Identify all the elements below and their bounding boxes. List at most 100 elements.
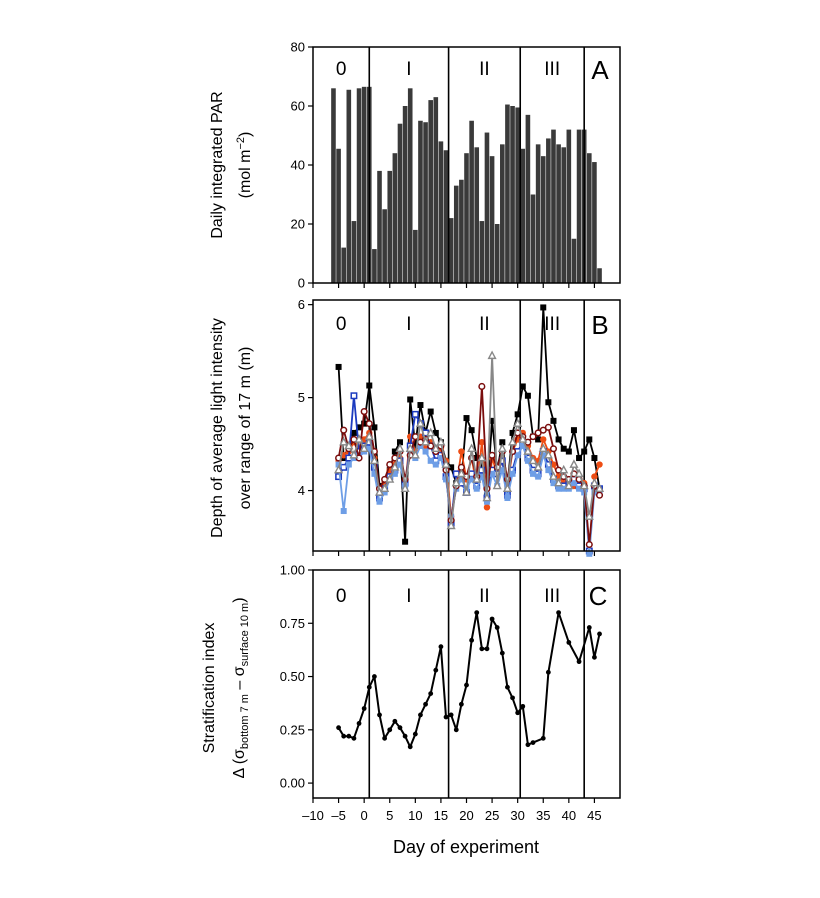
data-point (422, 448, 429, 455)
par-bar (361, 86, 367, 283)
panel-b-y-axis: 4 5 6 (298, 297, 313, 498)
par-bar (372, 249, 377, 283)
par-bar (407, 88, 413, 283)
light-depth-series (334, 304, 605, 557)
data-point (417, 442, 424, 449)
par-bar (530, 194, 536, 283)
phase-label: I (406, 314, 411, 335)
par-bar (515, 107, 520, 283)
data-point (539, 426, 547, 434)
phase-label: I (406, 59, 411, 80)
data-point (433, 667, 439, 673)
panel-c-phase-labels: 0 I II III (336, 586, 560, 607)
data-point (528, 455, 538, 465)
par-bar (341, 247, 347, 283)
data-point (427, 408, 434, 415)
x-tick-label: 20 (459, 808, 473, 823)
data-point (545, 399, 552, 406)
par-bar (351, 221, 357, 283)
y-tick-label: 0 (298, 276, 305, 291)
panel-a-y-label: Daily integrated PAR (mol m−2) (209, 91, 254, 238)
data-point (524, 457, 531, 464)
data-point (545, 669, 551, 675)
par-bar (505, 104, 510, 284)
data-series (334, 350, 605, 530)
data-point (411, 410, 419, 418)
data-point (349, 449, 359, 459)
data-point (441, 459, 451, 468)
data-point (335, 363, 342, 370)
data-point (402, 733, 408, 739)
y-tick-label: 1.00 (280, 563, 305, 578)
data-point (386, 460, 394, 469)
par-bar (453, 185, 459, 283)
x-tick-label: 45 (587, 808, 601, 823)
panel-c-stratification-chart: 0.00 0.25 0.50 0.75 1.00 –10 –5 0 5 10 15 20 25 30 35… (201, 563, 621, 857)
data-point (360, 408, 368, 416)
par-bar (464, 153, 469, 283)
data-point (472, 474, 482, 483)
data-point (499, 439, 506, 446)
data-point (372, 674, 377, 679)
data-point (335, 461, 342, 468)
data-point (518, 434, 528, 443)
data-point (428, 691, 434, 696)
data-point (586, 625, 592, 630)
data-point (407, 396, 414, 403)
data-point (564, 480, 574, 490)
data-point (402, 538, 409, 545)
data-point (545, 467, 552, 474)
data-point (595, 491, 604, 499)
phase-lines (368, 300, 585, 551)
phase-label: II (479, 59, 490, 80)
data-point (574, 468, 584, 478)
data-point (544, 423, 552, 431)
data-point (560, 445, 567, 452)
par-bar (382, 209, 387, 283)
par-bar (520, 148, 526, 283)
x-tick-label: 35 (536, 808, 550, 823)
par-bar (561, 147, 567, 283)
par-bar (433, 97, 439, 284)
phase-label: III (544, 314, 560, 335)
par-bar (597, 268, 602, 283)
data-point (570, 480, 577, 487)
y-tick-label: 20 (291, 217, 305, 232)
data-point (431, 443, 441, 453)
panel-b-x-ticks (312, 551, 596, 556)
par-bar (387, 170, 393, 283)
data-point (489, 417, 496, 424)
par-bar (556, 144, 561, 283)
data-point (467, 443, 477, 453)
data-point (586, 550, 593, 557)
data-point (524, 392, 531, 399)
x-axis-label: Day of experiment (393, 837, 539, 857)
data-point (589, 477, 599, 487)
data-point (446, 520, 456, 530)
x-tick-label: –10 (302, 808, 324, 823)
data-point (359, 443, 369, 453)
data-point (438, 644, 444, 650)
data-point (396, 439, 403, 446)
data-point (356, 721, 362, 726)
data-point (519, 442, 526, 449)
data-point (366, 445, 373, 452)
y-tick-label: 0.75 (280, 616, 305, 631)
data-point (426, 427, 436, 437)
data-series (335, 304, 603, 545)
data-point (366, 382, 373, 389)
y-tick-label: 60 (291, 99, 305, 114)
data-point (581, 448, 588, 455)
data-point (381, 489, 388, 496)
data-point (550, 480, 557, 487)
par-bar (443, 150, 449, 283)
data-point (591, 455, 598, 462)
data-point (464, 682, 469, 688)
x-tick-label: 10 (408, 808, 422, 823)
data-point (354, 434, 364, 443)
data-point (540, 436, 547, 443)
data-point (427, 457, 434, 464)
data-point (592, 654, 597, 660)
y-tick-label: 0.00 (280, 776, 305, 791)
par-bar (484, 132, 490, 283)
